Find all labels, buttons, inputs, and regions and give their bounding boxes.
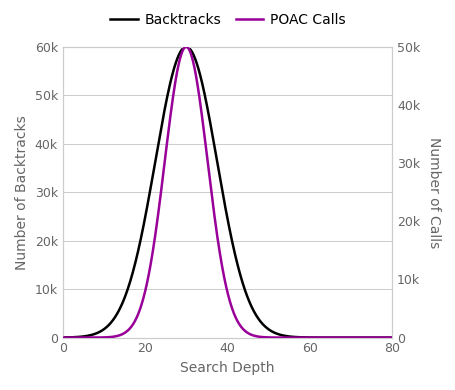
Backtracks <box>60 335 65 340</box>
POAC Calls <box>211 212 217 217</box>
Line: POAC Calls: POAC Calls <box>62 47 391 338</box>
Backtracks <box>76 335 82 339</box>
X-axis label: Search Depth: Search Depth <box>180 361 274 375</box>
POAC Calls <box>319 335 324 340</box>
Backtracks <box>389 335 394 340</box>
Line: Backtracks: Backtracks <box>62 47 391 338</box>
Y-axis label: Number of Backtracks: Number of Backtracks <box>15 115 29 269</box>
Backtracks <box>379 335 384 340</box>
Legend: Backtracks, POAC Calls: Backtracks, POAC Calls <box>104 7 351 32</box>
Y-axis label: Number of Calls: Number of Calls <box>426 136 440 248</box>
POAC Calls <box>60 335 65 340</box>
POAC Calls <box>389 335 394 340</box>
POAC Calls <box>76 335 82 340</box>
Backtracks <box>220 192 225 197</box>
POAC Calls <box>220 269 225 273</box>
POAC Calls <box>183 44 188 49</box>
Backtracks <box>379 335 384 340</box>
Backtracks <box>319 335 324 340</box>
POAC Calls <box>379 335 384 340</box>
Backtracks <box>211 143 217 147</box>
Backtracks <box>183 44 188 49</box>
POAC Calls <box>379 335 384 340</box>
